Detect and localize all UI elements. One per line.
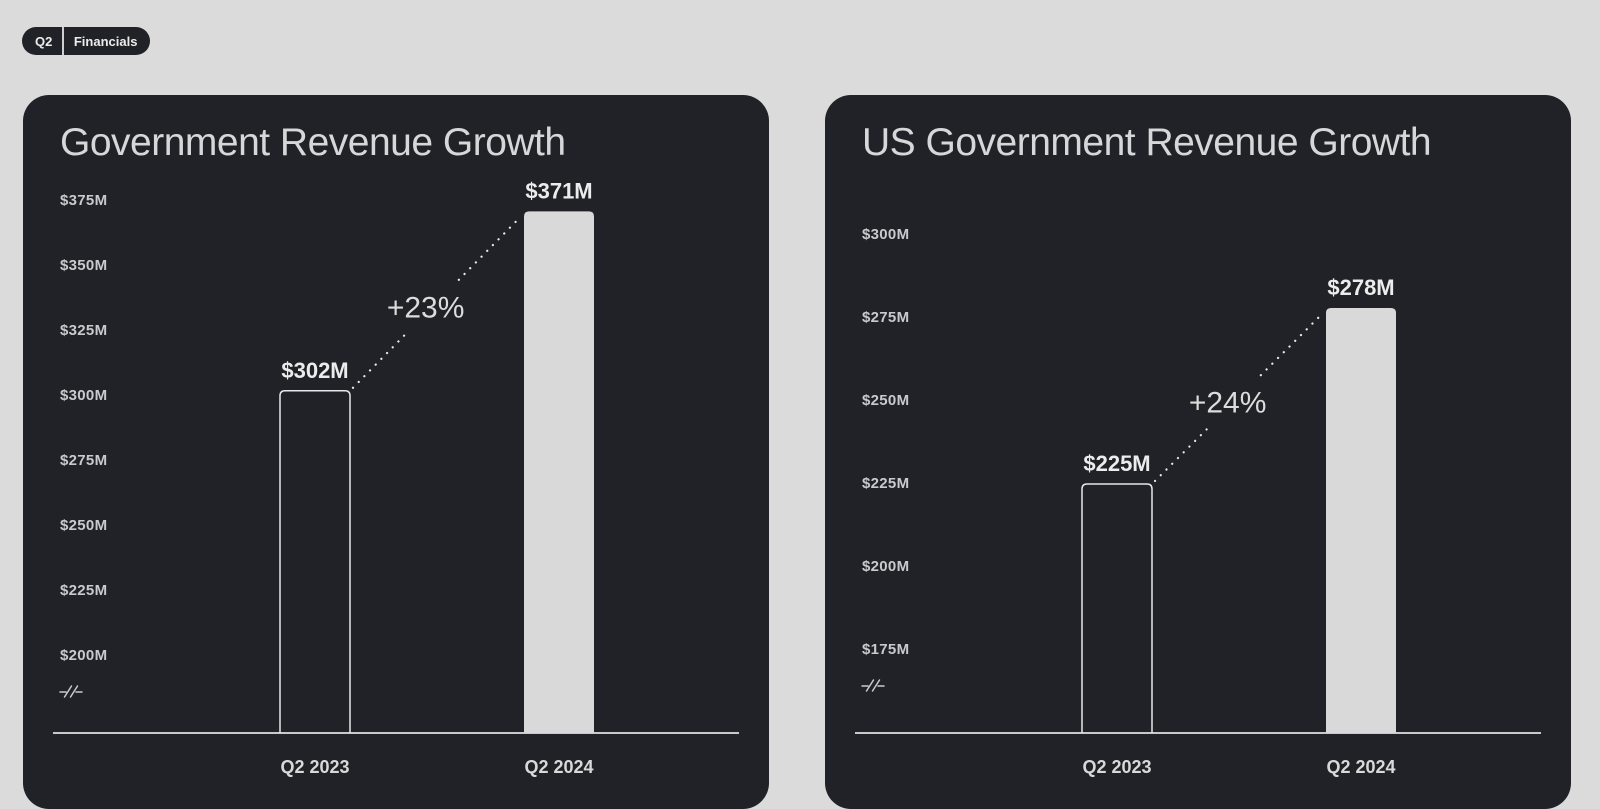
y-tick-label--300m: $300M bbox=[862, 226, 909, 243]
growth-dotted-line-lower bbox=[1153, 424, 1212, 483]
y-tick-label--375m: $375M bbox=[60, 192, 107, 209]
bar-value-label-q2-2023: $302M bbox=[281, 358, 348, 383]
bar-q2-2024 bbox=[524, 211, 594, 733]
axis-break-icon bbox=[861, 679, 885, 692]
quarter-financials-badge: Q2 Financials bbox=[22, 27, 151, 55]
y-tick-label--225m: $225M bbox=[60, 582, 107, 599]
y-tick-label--300m: $300M bbox=[60, 387, 107, 404]
y-tick-label--175m: $175M bbox=[862, 641, 909, 658]
growth-dotted-line-upper bbox=[1259, 311, 1325, 377]
growth-dotted-line-upper bbox=[457, 215, 523, 281]
growth-dotted-line-lower bbox=[351, 330, 410, 389]
y-tick-label--250m: $250M bbox=[862, 392, 909, 409]
badge-quarter-label: Q2 bbox=[35, 33, 53, 49]
y-tick-label--200m: $200M bbox=[862, 558, 909, 575]
bar-q2-2024 bbox=[1326, 308, 1396, 733]
bar-value-label-q2-2024: $278M bbox=[1327, 275, 1394, 300]
bar-q2-2023 bbox=[279, 390, 351, 733]
y-tick-label--250m: $250M bbox=[60, 517, 107, 534]
x-tick-label-q2-2023: Q2 2023 bbox=[1082, 757, 1151, 777]
government-revenue-chart-canvas: $375M $350M $325M $300M $275M $250M $225M $200M… bbox=[53, 178, 739, 777]
badge-divider bbox=[62, 27, 64, 55]
chart-card-us-government-revenue: US Government Revenue Growth $300M $275M $… bbox=[825, 95, 1571, 809]
y-tick-label--350m: $350M bbox=[60, 257, 107, 274]
y-tick-label--275m: $275M bbox=[862, 309, 909, 326]
y-tick-label--200m: $200M bbox=[60, 647, 107, 664]
bar-value-label-q2-2024: $371M bbox=[525, 178, 592, 203]
charts-row: Government Revenue Growth $375M $350M $325… bbox=[23, 95, 1571, 809]
y-tick-label--275m: $275M bbox=[60, 452, 107, 469]
axis-break-icon bbox=[59, 685, 83, 698]
bar-value-label-q2-2023: $225M bbox=[1083, 451, 1150, 476]
growth-percent-label: +23% bbox=[387, 292, 465, 325]
x-tick-label-q2-2024: Q2 2024 bbox=[524, 757, 593, 777]
chart-title-us-government-revenue: US Government Revenue Growth bbox=[862, 121, 1432, 164]
bar-q2-2023 bbox=[1081, 483, 1153, 733]
badge-financials-label: Financials bbox=[73, 33, 138, 49]
y-tick-label--225m: $225M bbox=[862, 475, 909, 492]
chart-title-government-revenue: Government Revenue Growth bbox=[60, 121, 566, 164]
y-tick-label--325m: $325M bbox=[60, 322, 107, 339]
x-tick-label-q2-2024: Q2 2024 bbox=[1326, 757, 1395, 777]
x-tick-label-q2-2023: Q2 2023 bbox=[280, 757, 349, 777]
chart-card-government-revenue: Government Revenue Growth $375M $350M $325… bbox=[23, 95, 769, 809]
us-government-revenue-chart-canvas: $300M $275M $250M $225M $200M $175M $225M Q2 20… bbox=[855, 226, 1541, 777]
growth-percent-label: +24% bbox=[1189, 386, 1267, 419]
